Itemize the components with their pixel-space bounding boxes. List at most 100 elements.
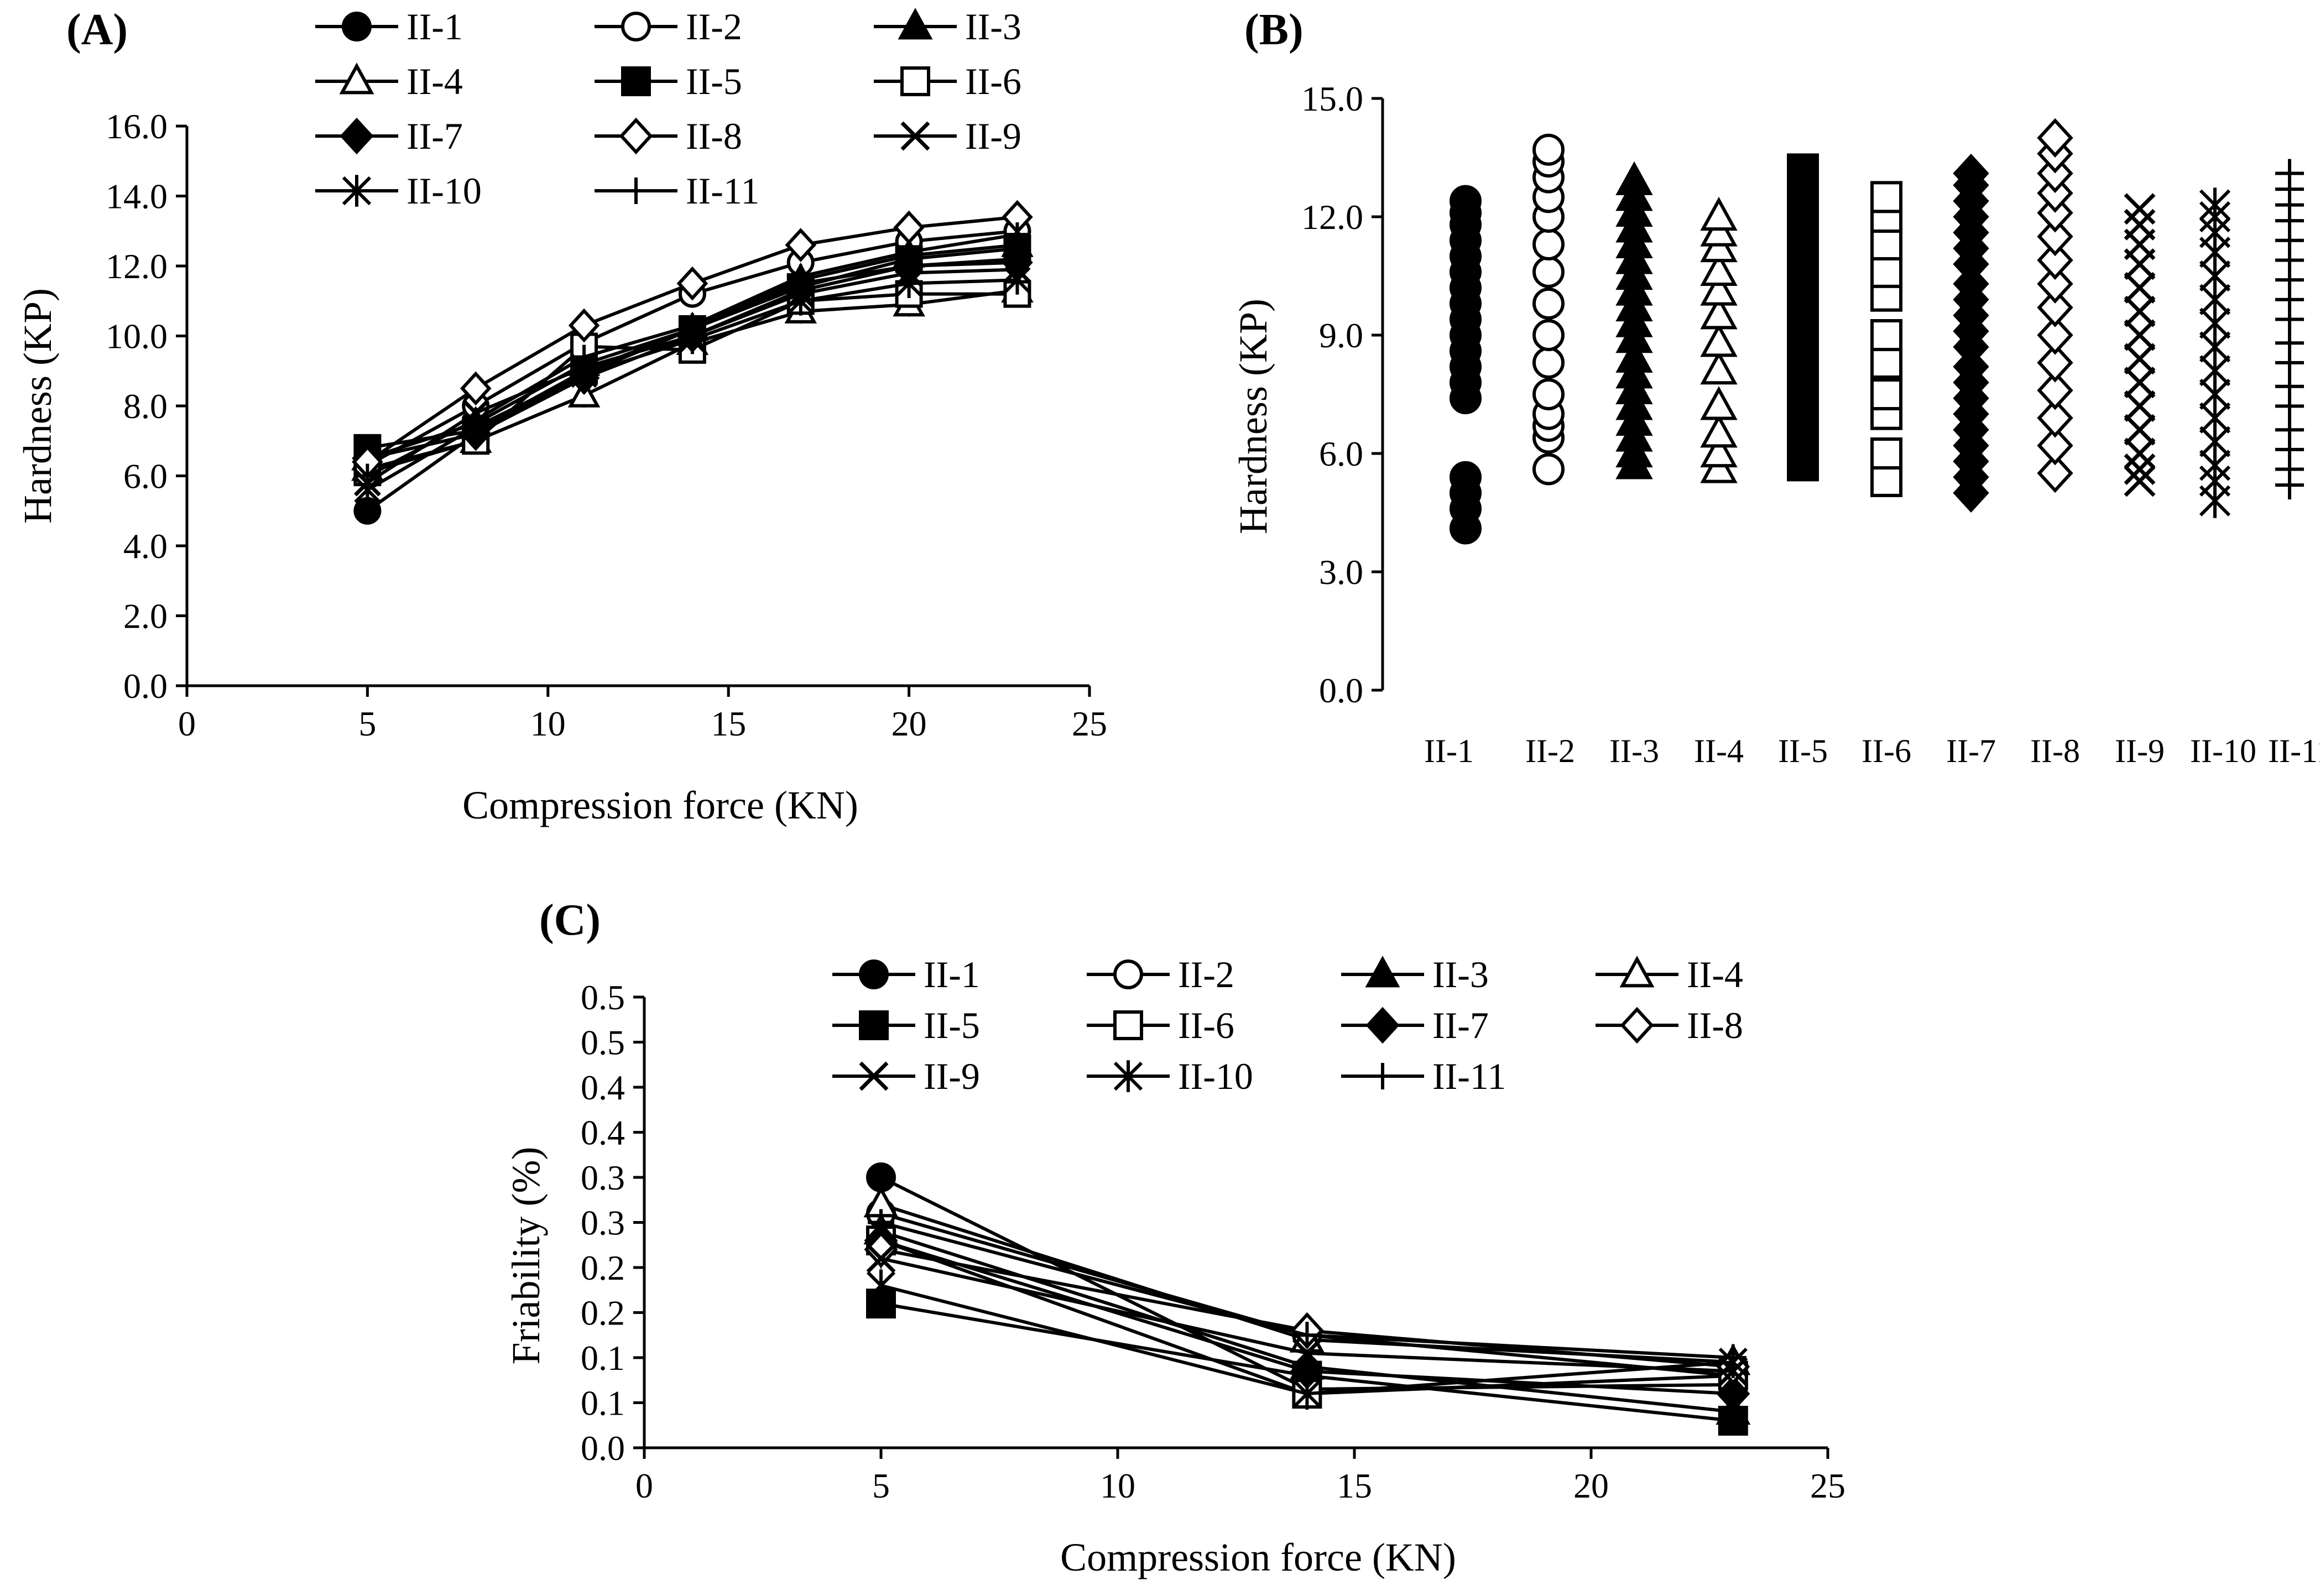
- data-point: [866, 1244, 896, 1274]
- x-tick-label: 0: [635, 1466, 653, 1505]
- y-tick-label: 12.0: [1301, 197, 1363, 237]
- legend-label: II-9: [965, 115, 1021, 157]
- legend-marker-icon: [859, 1010, 889, 1040]
- panel-a: (A) 0.0 2.0 4.0 6.0 8.0 10.0 12.0 14.0 16.0 0 5 10 15…: [15, 6, 1107, 827]
- data-point: [1870, 346, 1902, 379]
- legend-label: II-11: [686, 170, 759, 212]
- y-tick-label: 0.4: [581, 1113, 625, 1152]
- legend-marker-icon: [1113, 1010, 1143, 1040]
- legend-marker-icon: [623, 178, 649, 204]
- legend-marker-icon: [1113, 959, 1143, 989]
- data-point: [2037, 371, 2073, 410]
- legend-item-ii-2: II-2: [1087, 953, 1234, 995]
- legend-label: II-11: [1432, 1055, 1506, 1097]
- data-point: [355, 463, 380, 488]
- legend-label: II-7: [406, 115, 463, 157]
- x-tick-label: 15: [1337, 1466, 1372, 1505]
- legend-item-ii-5: II-5: [832, 1004, 980, 1046]
- legend-marker-icon: [342, 175, 372, 207]
- panel-c: (C) 0.0 0.1 0.1 0.2 0.2 0.3 0.3 0.4 0.4 0.5 0.5 0 5 10…: [504, 896, 1845, 1579]
- y-axis-title: Hardness (KP): [1231, 299, 1275, 534]
- legend-marker-icon: [859, 1061, 889, 1091]
- data-point: [1870, 255, 1902, 288]
- legend-item-ii-11: II-11: [1341, 1055, 1506, 1097]
- legend-item-ii-6: II-6: [1087, 1004, 1234, 1046]
- x-category-label: II-10: [2190, 733, 2256, 769]
- series-ii-2: [1532, 133, 1565, 486]
- series-ii-6: [1870, 181, 1902, 497]
- legend-item-ii-3: II-3: [1341, 953, 1489, 995]
- legend-label: II-10: [406, 170, 482, 212]
- data-point: [1870, 378, 1902, 410]
- x-category-label: II-1: [1424, 733, 1474, 769]
- data-point: [1787, 153, 1819, 186]
- data-point: [866, 1269, 896, 1302]
- x-tick-label: 10: [530, 704, 566, 743]
- y-tick-label: 6.0: [123, 457, 168, 496]
- legend-item-ii-10: II-10: [1087, 1055, 1253, 1097]
- data-point: [2199, 187, 2231, 222]
- data-point: [2124, 272, 2156, 304]
- data-point: [460, 371, 492, 406]
- data-point: [2037, 173, 2073, 213]
- y-tick-label: 0.2: [581, 1294, 625, 1333]
- x-category-label: II-8: [2030, 733, 2080, 769]
- legend-marker-icon: [342, 12, 372, 41]
- data-point: [1700, 272, 1738, 306]
- legend-label: II-4: [406, 60, 463, 102]
- legend-label: II-5: [686, 60, 742, 102]
- series-ii-7: [1953, 153, 1989, 513]
- data-point: [1532, 346, 1565, 379]
- legend-item-ii-9: II-9: [874, 115, 1021, 157]
- legend-item-ii-1: II-1: [315, 6, 463, 48]
- legend: II-1 II-2 II-3 II-4 II-5 II-6 II-7 II-8 II-9 II-1…: [832, 953, 1743, 1097]
- x-tick-label: 25: [1810, 1466, 1845, 1505]
- series-ii-4: [1700, 196, 1738, 483]
- series-ii-1: [1450, 185, 1482, 545]
- y-tick-label: 0.0: [123, 666, 168, 706]
- data-point: [896, 239, 921, 264]
- legend-label: II-6: [1178, 1004, 1234, 1046]
- legend-label: II-1: [924, 953, 980, 995]
- data-point: [2275, 159, 2304, 188]
- data-point: [1004, 265, 1031, 295]
- x-tick-label: 5: [358, 704, 376, 743]
- legend-label: II-8: [686, 115, 742, 157]
- y-tick-label: 0.2: [581, 1248, 625, 1287]
- x-category-label: II-7: [1946, 733, 1996, 769]
- y-tick-label: 4.0: [123, 526, 168, 566]
- x-category-label: II-5: [1778, 733, 1828, 769]
- y-tick-label: 0.3: [581, 1158, 625, 1197]
- data-point: [572, 345, 597, 369]
- data-point: [1615, 161, 1653, 195]
- series-ii-11: [355, 222, 1030, 488]
- legend-label: II-2: [1178, 953, 1234, 995]
- data-point: [463, 408, 488, 432]
- x-axis-title: Compression force (KN): [1060, 1535, 1456, 1579]
- panel-label: (A): [66, 6, 128, 54]
- data-point: [680, 313, 705, 338]
- legend-label: II-4: [1687, 953, 1743, 995]
- data-point: [1532, 378, 1565, 410]
- y-tick-label: 0.1: [581, 1338, 625, 1378]
- data-point: [2037, 398, 2073, 438]
- data-point: [1700, 414, 1738, 448]
- x-category-label: II-9: [2115, 733, 2165, 769]
- y-tick-label: 0.1: [581, 1384, 625, 1423]
- data-point: [2037, 264, 2073, 304]
- x-axis-title: Compression force (KN): [462, 783, 858, 827]
- y-tick-label: 6.0: [1319, 434, 1363, 473]
- x-tick-label: 20: [891, 704, 927, 743]
- legend: II-1 II-2 II-3 II-4 II-5 II-6 II-7 II-8 II-9 II-1…: [315, 6, 1021, 212]
- data-point: [2037, 453, 2073, 493]
- legend-marker-icon: [1619, 956, 1655, 988]
- data-point: [1870, 465, 1902, 497]
- series-ii-3: [1615, 161, 1653, 479]
- legend-marker-icon: [621, 66, 651, 96]
- data-point: [1615, 338, 1653, 373]
- legend-item-ii-7: II-7: [315, 115, 463, 157]
- data-point: [2124, 453, 2156, 486]
- series-ii-11: [2275, 159, 2304, 500]
- data-point: [1700, 323, 1738, 357]
